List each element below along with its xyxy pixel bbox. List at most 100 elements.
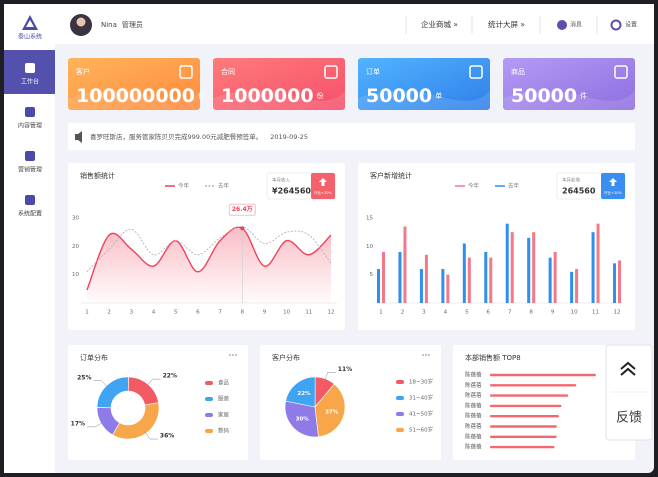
card-label: 商品 (511, 67, 525, 76)
logo-icon (22, 15, 38, 30)
x-tick-label: 2 (107, 310, 111, 316)
legend-swatch (396, 380, 404, 384)
bar (489, 257, 493, 303)
notice-date: 2019-09-25 (270, 133, 308, 141)
x-tick-label: 11 (592, 310, 599, 316)
row-label: 陈蓓蓓 (465, 432, 482, 440)
x-tick-label: 3 (422, 310, 426, 316)
header-link[interactable]: 企业商城 » (421, 19, 458, 29)
x-tick-label: 12 (328, 310, 335, 316)
value-label: 26.4万 (232, 206, 253, 213)
bar (419, 269, 423, 303)
card-icon (469, 65, 483, 79)
summary-value: 264560 (562, 187, 596, 196)
bar (570, 271, 574, 303)
bar (510, 232, 514, 303)
nav-item: 营销管理 (18, 166, 42, 174)
nav-icon (25, 63, 35, 73)
row-label: 陈蓓蓓 (465, 401, 482, 409)
slice-label: 11% (338, 366, 352, 373)
y-tick-label: 30 (72, 216, 79, 222)
x-tick-label: 5 (174, 310, 178, 316)
bar (532, 232, 536, 303)
summary-label: 本月收入 (272, 177, 290, 184)
hbar (490, 415, 559, 418)
slice-label: 30% (296, 416, 310, 422)
row-label: 陈蓓蓓 (465, 412, 482, 420)
legend-label: 去年 (508, 182, 520, 190)
nav-icon (25, 107, 35, 117)
header-icon-label[interactable]: 设置 (625, 21, 637, 29)
legend-label: 51~60岁 (409, 426, 433, 434)
chart-title: 订单分布 (80, 353, 108, 362)
feedback[interactable]: 反馈 (616, 411, 642, 426)
card-unit: 位 (198, 91, 205, 100)
legend-label: 数码 (218, 427, 230, 435)
row-label: 陈蓓蓓 (465, 371, 482, 379)
x-tick-label: 7 (508, 310, 512, 316)
bar (596, 223, 600, 303)
legend-label: 18~30岁 (409, 378, 433, 386)
pie-slice (314, 383, 346, 438)
user-name: Nina 管理员 (101, 20, 143, 29)
x-tick-label: 5 (465, 310, 469, 316)
slice-label: 22% (163, 373, 177, 380)
settings-icon[interactable] (610, 19, 622, 31)
bar (441, 269, 445, 303)
line (86, 226, 332, 273)
leader-line (144, 431, 158, 440)
card-unit: 单 (435, 91, 442, 100)
donut-segment (112, 402, 160, 440)
chart-title: 本部销售额 TOP8 (465, 353, 521, 362)
x-tick-label: 1 (85, 310, 89, 316)
x-tick-label: 11 (305, 310, 312, 316)
more-icon (428, 354, 430, 356)
legend-swatch (396, 428, 404, 432)
more-icon (229, 354, 231, 356)
card-unit: 件 (580, 91, 587, 100)
legend-swatch (205, 413, 213, 417)
card-label: 订单 (366, 67, 380, 76)
hbar (490, 384, 577, 387)
notice-bar (68, 123, 635, 150)
x-tick-label: 7 (218, 310, 222, 316)
card-value: 50000 单 (366, 85, 442, 107)
leader-line (324, 372, 336, 381)
header-icon-label[interactable]: 消息 (570, 21, 582, 29)
logo-text: 泰山系统 (18, 33, 42, 41)
badge-arrow (609, 178, 617, 186)
summary-badge-text: 环比+20% (604, 190, 622, 195)
bar (424, 254, 428, 303)
bar (553, 252, 557, 303)
legend-label: 去年 (218, 182, 230, 190)
nav-item: 工作台 (21, 78, 39, 86)
bar (446, 274, 450, 303)
hbar (490, 445, 555, 449)
stat-card (358, 58, 490, 110)
row-label: 陈蓓蓓 (465, 381, 482, 389)
card-label: 合同 (221, 67, 235, 76)
back-to-top[interactable] (620, 361, 636, 376)
bar (505, 223, 509, 303)
nav-item: 系统配置 (18, 210, 42, 218)
hbar (490, 373, 596, 377)
card-number: 100000000 (76, 85, 195, 107)
row-label: 陈蓓蓓 (465, 422, 482, 430)
legend-swatch (205, 381, 213, 385)
slice-label: 25% (77, 374, 91, 381)
message-icon[interactable] (557, 20, 567, 30)
x-tick-label: 3 (130, 310, 134, 316)
nav-icon (25, 151, 35, 161)
point (240, 226, 245, 231)
x-tick-label: 1 (379, 310, 383, 316)
header-link[interactable]: 统计大屏 » (488, 19, 525, 29)
card-label: 客户 (76, 67, 90, 76)
x-tick-label: 6 (196, 310, 200, 316)
stat-card (68, 58, 200, 110)
nav-icon (25, 195, 35, 205)
y-tick-label: 5 (370, 272, 374, 278)
more-icon (232, 354, 234, 356)
stat-card (503, 58, 635, 110)
y-tick-label: 10 (72, 272, 79, 278)
